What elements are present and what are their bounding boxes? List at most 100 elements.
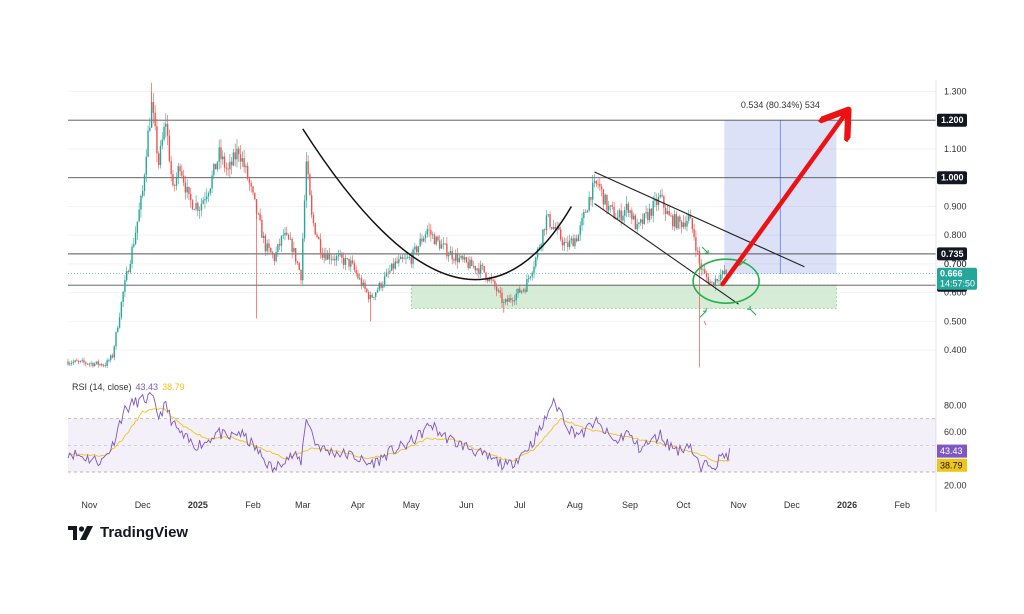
candle-body (552, 227, 555, 229)
candle-body (85, 362, 87, 364)
candle-body (559, 229, 562, 240)
candle-body (673, 214, 676, 227)
candle-body (289, 238, 292, 240)
candle-body (335, 256, 338, 261)
price-tick-label: 0.400 (944, 345, 967, 355)
candle-body (277, 244, 279, 253)
candle-body (188, 186, 190, 194)
candle-body (129, 263, 131, 273)
candle-body (488, 277, 491, 282)
tradingview-brand[interactable]: TradingView (68, 524, 188, 541)
level-tag-label: 1.200 (941, 115, 964, 125)
accent-arrow-icon (747, 306, 757, 316)
candle-body (686, 220, 688, 227)
candle-body (606, 194, 608, 211)
candle-body (504, 299, 507, 303)
candle-body (613, 206, 615, 219)
candle-body (680, 221, 683, 228)
candle-body (600, 186, 603, 190)
candle-body (202, 200, 204, 204)
candle-body (519, 288, 521, 293)
time-tick-label: Oct (676, 500, 691, 510)
candle-body (149, 127, 151, 131)
candles (67, 82, 727, 369)
time-tick-label: Aug (567, 500, 583, 510)
candle-body (659, 194, 662, 197)
wick-marker (703, 320, 707, 326)
candle-body (670, 215, 672, 217)
candle-body (643, 213, 645, 224)
candle-body (499, 290, 501, 293)
candle-body (193, 209, 195, 211)
breakout-circle (692, 258, 760, 304)
candle-body (592, 182, 594, 200)
candle-body (364, 282, 366, 289)
candle-body (720, 274, 722, 281)
candle-body (405, 257, 407, 259)
candle-body (133, 244, 135, 247)
candle-body (255, 199, 258, 214)
candle-body (302, 238, 304, 281)
candle-body (442, 243, 445, 245)
candle-body (222, 156, 224, 160)
candle-body (391, 263, 393, 271)
candle-body (278, 244, 281, 246)
candle-body (472, 266, 475, 267)
candle-body (184, 182, 187, 193)
candle-body (570, 238, 573, 241)
candle-body (704, 269, 706, 274)
candle-body (453, 259, 455, 261)
candle-body (693, 229, 695, 238)
candle-body (430, 230, 432, 235)
candle-body (108, 360, 110, 361)
candle-body (631, 210, 633, 220)
candle-body (599, 183, 601, 187)
candle-body (166, 123, 169, 136)
candle-body (280, 235, 283, 246)
candle-body (367, 291, 370, 300)
candle-body (81, 360, 83, 362)
candle-body (230, 161, 233, 166)
candle-body (431, 234, 434, 236)
candle-body (471, 259, 473, 267)
candle-body (522, 289, 525, 291)
candle-body (353, 263, 356, 270)
candle-body (174, 185, 176, 187)
level-tag (937, 113, 967, 127)
candle-body (517, 288, 519, 294)
candle-body (401, 256, 404, 259)
candle-body (540, 244, 542, 248)
candle-body (497, 290, 500, 292)
candle-body (93, 363, 96, 367)
candle-body (375, 292, 377, 297)
candle-body (650, 208, 653, 216)
candle-body (533, 266, 535, 273)
candle-body (460, 256, 462, 258)
candle-body (684, 222, 686, 227)
candle-body (373, 296, 375, 298)
candle-body (271, 252, 274, 255)
candle-body (325, 254, 327, 260)
candle-body (688, 215, 690, 221)
candle-body (229, 161, 231, 170)
candle-body (682, 222, 685, 228)
candle-body (527, 277, 530, 280)
candle-body (618, 210, 621, 218)
candle-body (175, 177, 178, 186)
candle-body (266, 243, 268, 252)
candle-body (447, 255, 450, 257)
candle-body (300, 269, 302, 281)
candle-body (609, 205, 612, 207)
candle-body (376, 289, 379, 293)
candle-body (275, 252, 277, 262)
candle-body (152, 102, 155, 113)
candle-body (536, 249, 539, 258)
candle-body (268, 243, 270, 248)
candle-body (179, 166, 181, 172)
candle-body (117, 327, 119, 333)
candle-body (186, 186, 188, 193)
candle-body (118, 317, 121, 328)
candle-body (111, 355, 114, 358)
candle-body (314, 223, 316, 235)
